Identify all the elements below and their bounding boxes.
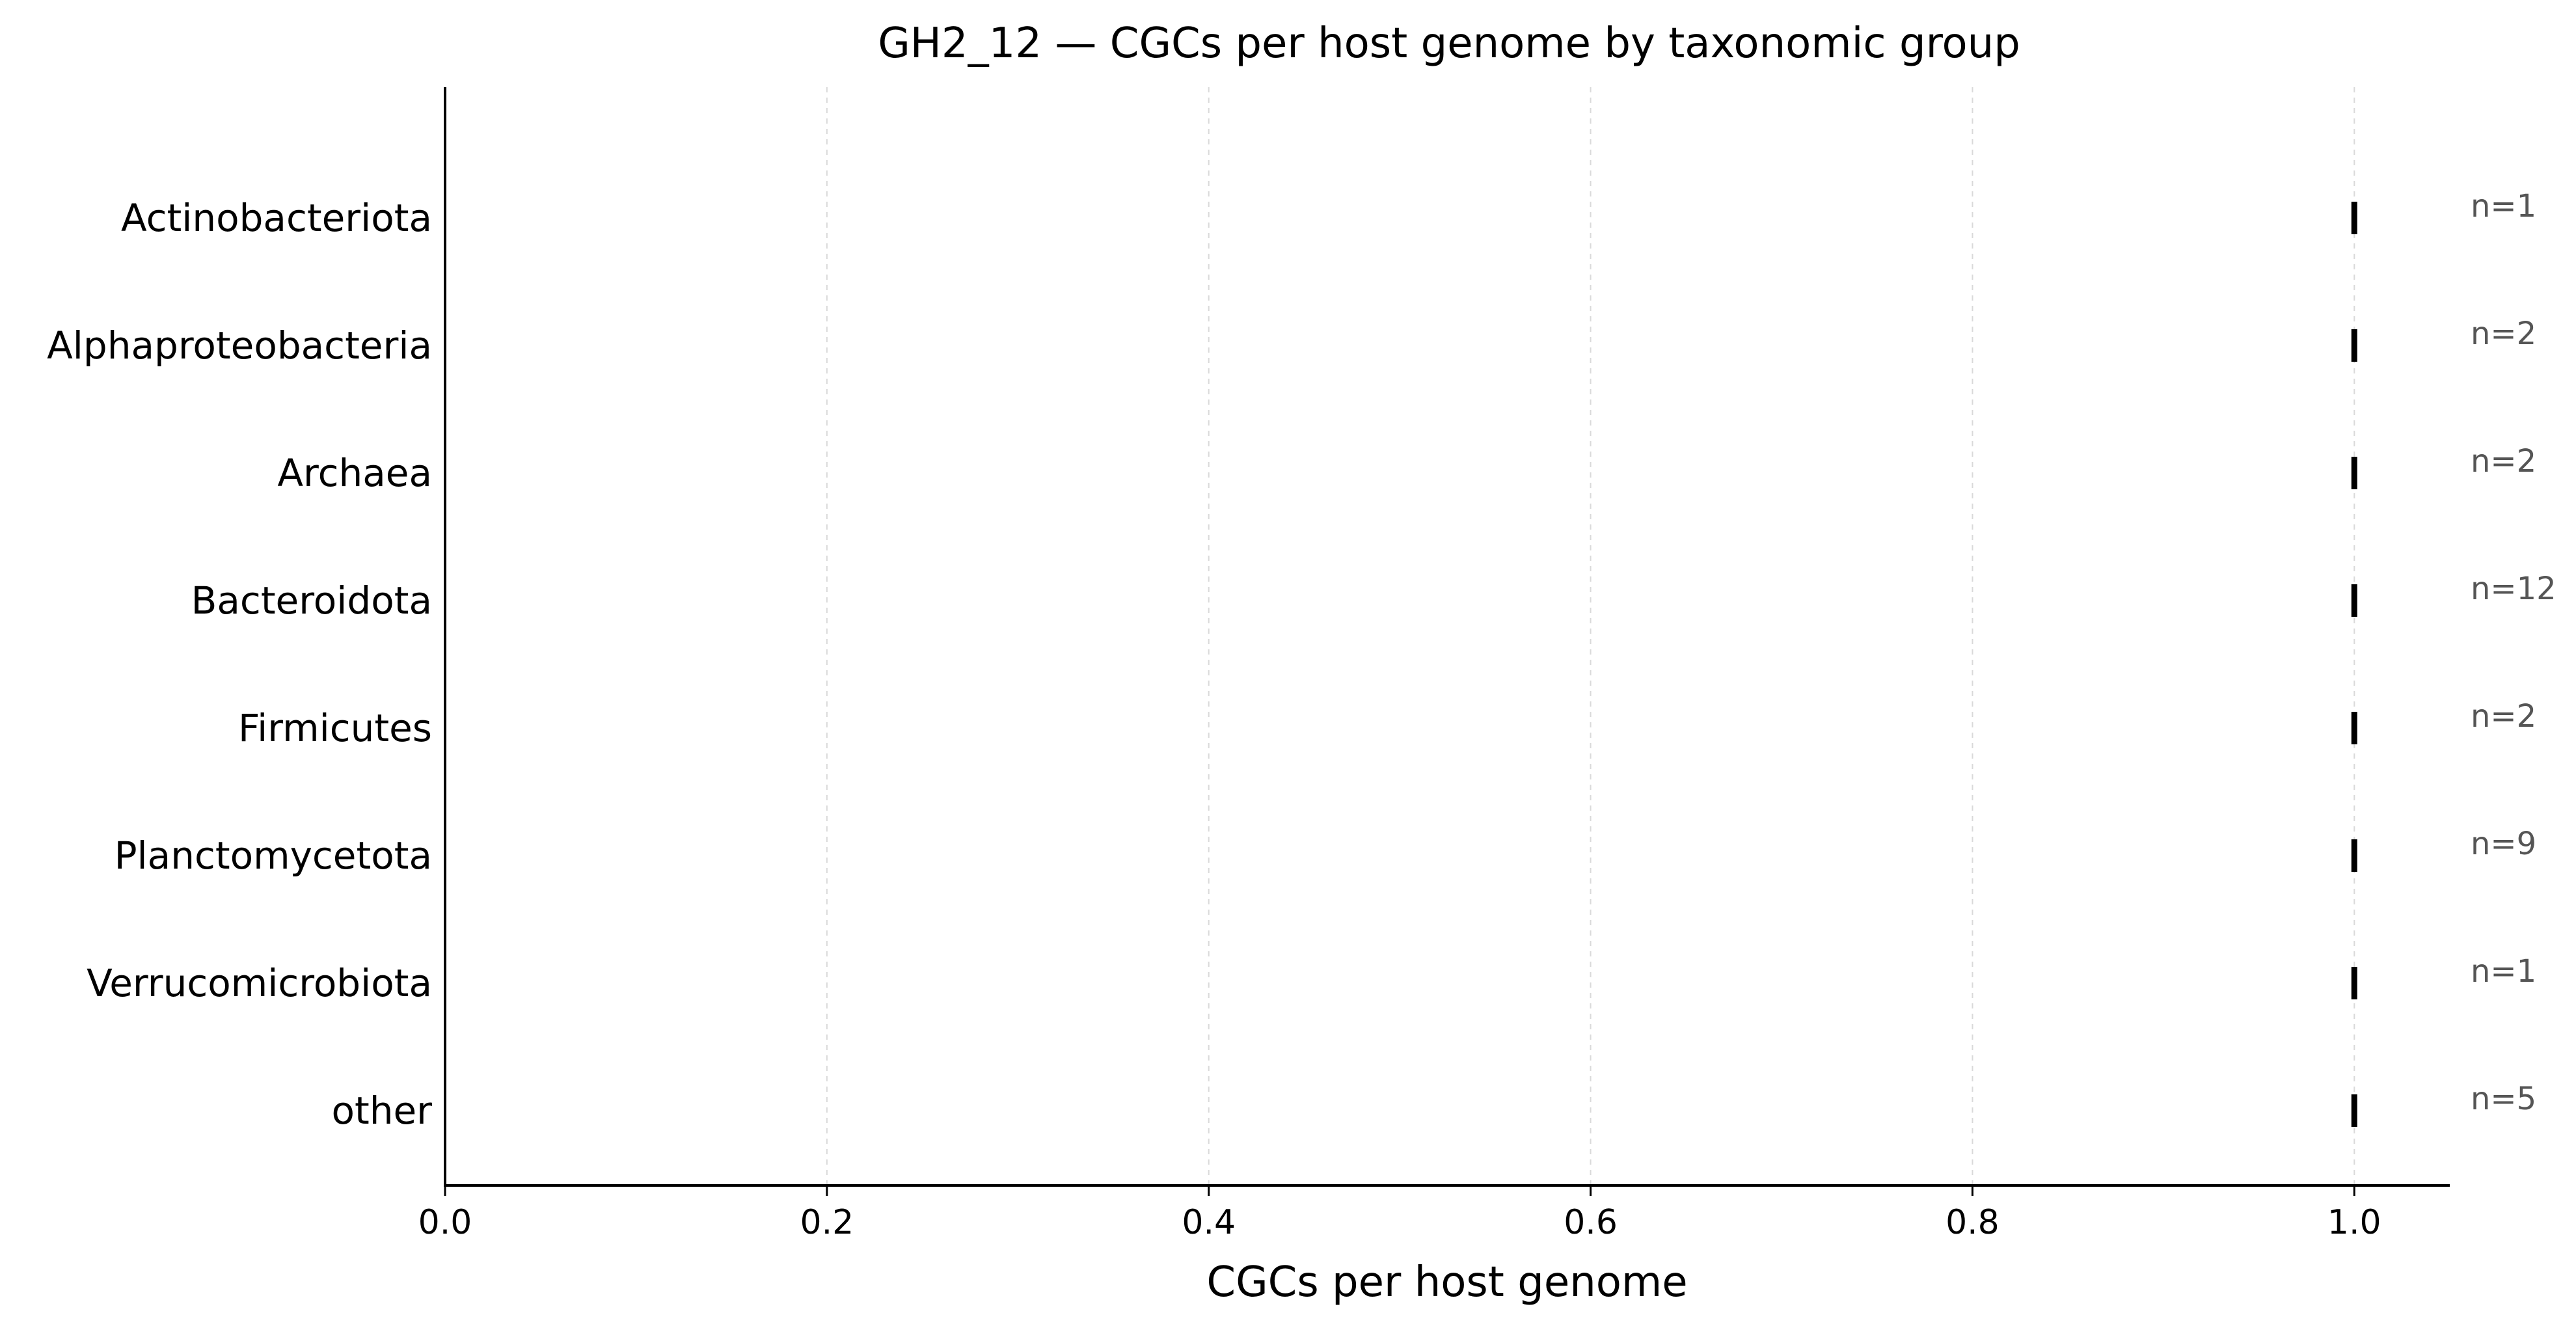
x-tick-label: 0.4 (1182, 1203, 1236, 1242)
category-label: Firmicutes (238, 706, 432, 750)
category-label: Archaea (277, 451, 432, 495)
count-label: n=2 (2471, 698, 2536, 735)
chart-title: GH2_12 — CGCs per host genome by taxonom… (878, 20, 2020, 68)
x-tick-label: 0.2 (800, 1203, 854, 1242)
x-ticks: 0.0 0.2 0.4 0.6 0.8 1.0 (418, 1185, 2381, 1242)
x-tick-label: 0.0 (418, 1203, 472, 1242)
category-labels: Actinobacteriota Alphaproteobacteria Archa… (47, 196, 432, 1133)
count-label: n=9 (2471, 826, 2536, 862)
category-label: Planctomycetota (115, 833, 432, 878)
x-tick-label: 0.8 (1946, 1203, 2000, 1242)
count-label: n=2 (2471, 443, 2536, 480)
count-labels: n=1 n=2 n=2 n=12 n=2 n=9 n=1 n=5 (2471, 188, 2556, 1117)
grid (826, 87, 2355, 1185)
category-label: Verrucomicrobiota (87, 961, 432, 1005)
category-label: Bacteroidota (191, 578, 432, 623)
category-label: Alphaproteobacteria (47, 323, 432, 368)
count-label: n=1 (2471, 953, 2536, 990)
count-label: n=12 (2471, 571, 2556, 607)
count-label: n=1 (2471, 188, 2536, 224)
x-tick-label: 0.6 (1564, 1203, 1618, 1242)
x-tick-label: 1.0 (2327, 1203, 2381, 1242)
x-axis-label: CGCs per host genome (1206, 1258, 1687, 1306)
count-label: n=2 (2471, 316, 2536, 352)
category-label: Actinobacteriota (121, 196, 432, 240)
category-label: other (331, 1089, 432, 1133)
count-label: n=5 (2471, 1081, 2536, 1117)
